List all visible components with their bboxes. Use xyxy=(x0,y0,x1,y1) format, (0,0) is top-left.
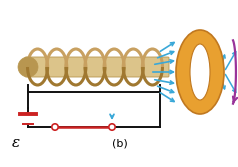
Text: ε: ε xyxy=(12,136,20,150)
Text: (b): (b) xyxy=(112,139,128,149)
Circle shape xyxy=(52,124,58,130)
Ellipse shape xyxy=(18,57,38,77)
Circle shape xyxy=(109,124,115,130)
Ellipse shape xyxy=(190,44,210,100)
FancyBboxPatch shape xyxy=(25,57,169,77)
Ellipse shape xyxy=(176,30,224,114)
